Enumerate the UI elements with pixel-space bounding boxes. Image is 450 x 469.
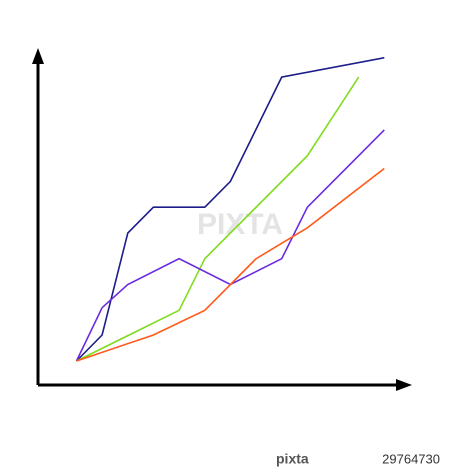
x-axis-arrow xyxy=(396,379,412,391)
line xyxy=(75,56,385,362)
y-axis-arrow xyxy=(32,48,44,64)
footer-id: 29764730 xyxy=(382,451,440,466)
footer-logo: pixta xyxy=(276,451,309,467)
line xyxy=(76,76,360,362)
footer xyxy=(0,447,450,469)
line xyxy=(76,167,385,362)
line xyxy=(75,129,385,362)
